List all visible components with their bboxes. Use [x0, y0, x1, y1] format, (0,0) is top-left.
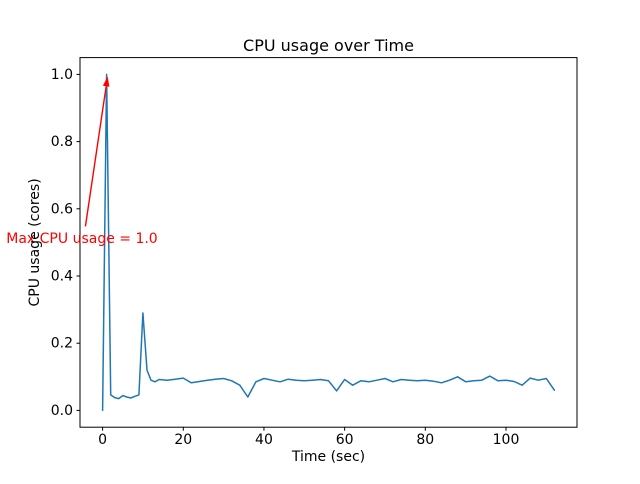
x-tick-label: 0 [98, 432, 107, 448]
x-tick-label: 20 [174, 432, 192, 448]
chart-title: CPU usage over Time [243, 36, 414, 55]
y-tick-label: 0.2 [51, 336, 73, 352]
y-axis-label: CPU usage (cores) [27, 178, 43, 306]
y-tick-label: 0.0 [51, 403, 73, 419]
x-tick-label: 80 [416, 432, 434, 448]
y-tick-label: 1.0 [51, 67, 73, 83]
y-axis-ticks: 0.0 0.2 0.4 0.6 0.8 1.0 [51, 67, 80, 419]
annotation-arrow [84, 76, 110, 227]
annotation-text: Max CPU usage = 1.0 [6, 231, 157, 247]
data-line [101, 73, 556, 412]
x-axis-ticks: 0 20 40 60 80 100 [98, 427, 519, 448]
plot-area-border [79, 57, 578, 428]
x-tick-label: 60 [336, 432, 354, 448]
arrowhead-icon [102, 76, 110, 87]
x-tick-label: 40 [255, 432, 273, 448]
x-tick-label: 100 [493, 432, 520, 448]
y-tick-label: 0.8 [51, 134, 73, 150]
y-tick-label: 0.6 [51, 201, 73, 217]
data-series [101, 73, 556, 412]
y-tick-label: 0.4 [51, 269, 73, 285]
x-axis-label: Time (sec) [291, 449, 365, 465]
